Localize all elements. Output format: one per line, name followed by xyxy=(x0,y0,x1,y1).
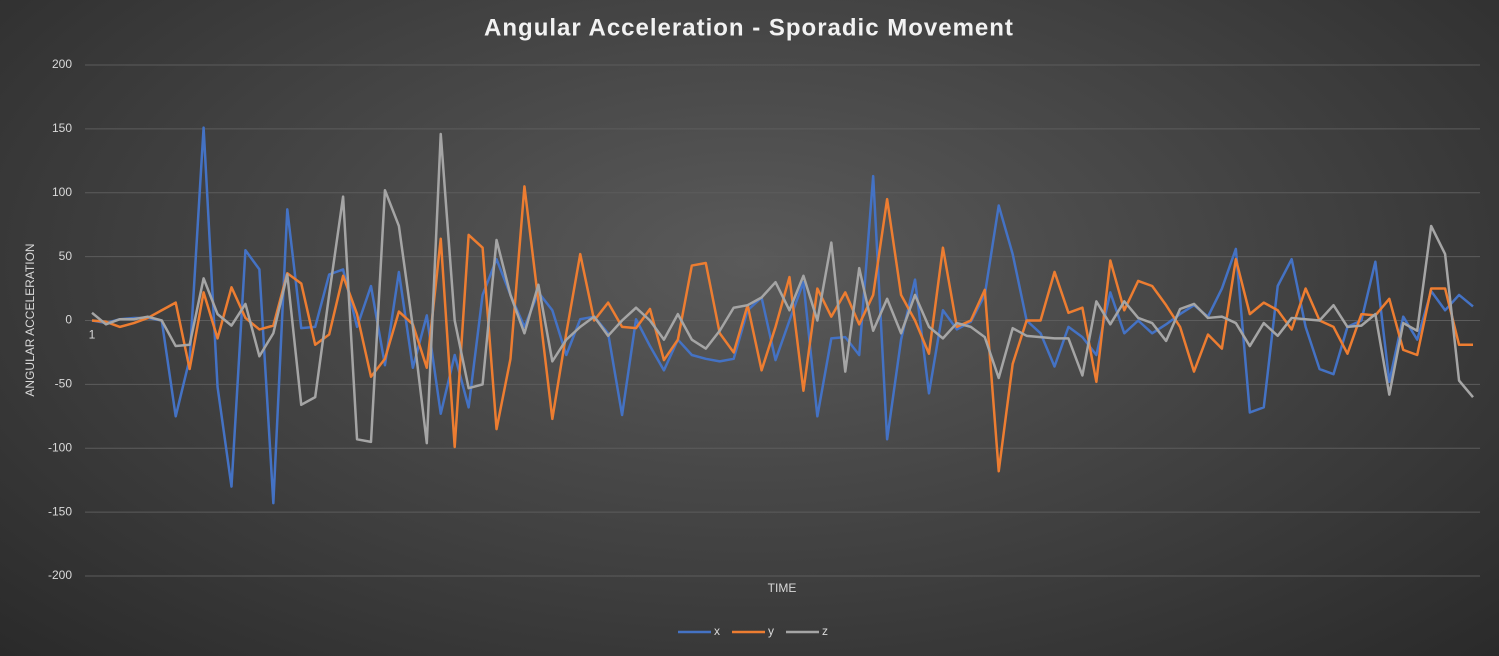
series-line xyxy=(91,126,1474,505)
chart-title: Angular Acceleration - Sporadic Movement xyxy=(484,14,1014,41)
y-tick-label: 150 xyxy=(52,121,72,135)
y-tick-label: -150 xyxy=(48,504,72,518)
y-tick-label: -100 xyxy=(48,440,72,454)
y-tick-label: 0 xyxy=(65,313,72,327)
series-line xyxy=(91,185,1473,473)
legend-label: x xyxy=(714,624,720,638)
y-tick-label: 50 xyxy=(59,249,73,263)
x-tick-label: 1 xyxy=(89,328,96,342)
y-axis-label: ANGULAR ACCELERATION xyxy=(23,243,37,396)
y-tick-label: 200 xyxy=(52,57,72,71)
y-tick-label: -50 xyxy=(55,377,73,391)
y-tick-label: 100 xyxy=(52,185,72,199)
legend-label: y xyxy=(768,624,774,638)
y-tick-label: -200 xyxy=(48,568,72,582)
x-axis-label: TIME xyxy=(768,581,797,595)
series-line xyxy=(91,132,1474,445)
legend-label: z xyxy=(822,624,828,638)
